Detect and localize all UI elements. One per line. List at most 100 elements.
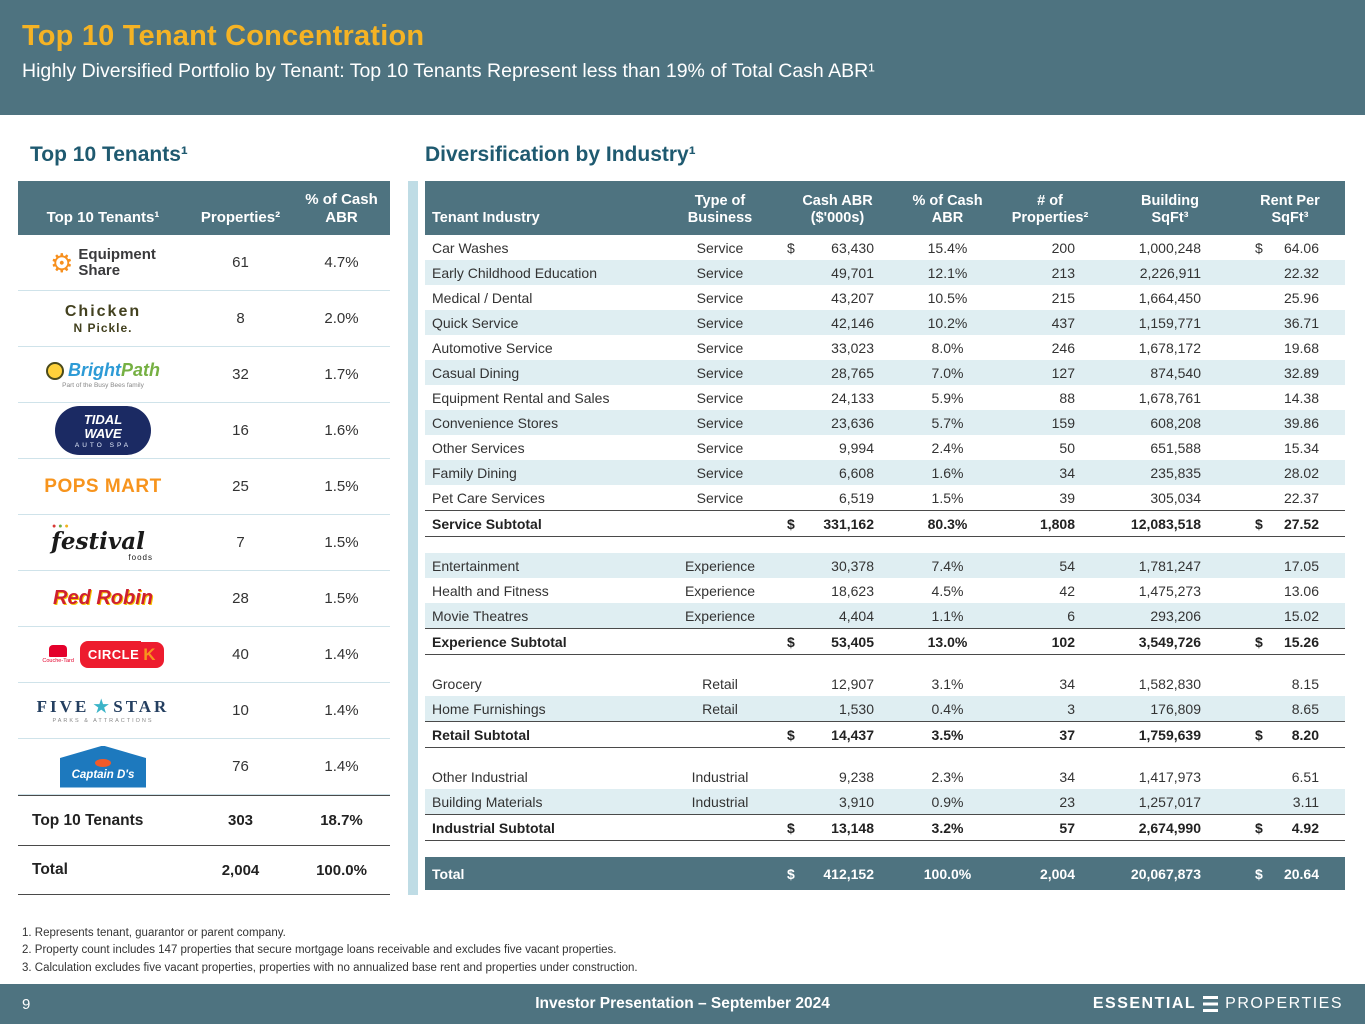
sqft-cell: 3,549,726 [1138, 633, 1201, 650]
cash-abr-cell: 4,404 [838, 607, 874, 624]
tenant-properties-value: 8 [236, 310, 245, 327]
table-row: Pet Care Services Service 6,519 1.5% 39 305,0… [425, 485, 1345, 510]
tenant-logo-cell: Red Robin [18, 571, 188, 626]
summary-properties: 2,004 [221, 861, 260, 879]
pct-abr-cell: 1.6% [931, 464, 964, 481]
pct-abr-cell: 100.0% [923, 865, 972, 882]
cash-abr-cell: 18,623 [831, 582, 874, 599]
tenant-logo-cell: Couche-Tard CIRCLE K [18, 627, 188, 682]
industry-cell: Movie Theatres [432, 607, 529, 624]
properties-cell: 6 [1067, 607, 1075, 624]
sqft-cell: 1,678,761 [1138, 389, 1201, 406]
pct-abr-cell: 13.0% [927, 633, 968, 650]
brand-name-properties: PROPERTIES [1225, 995, 1343, 1012]
column-header: Properties² [200, 209, 281, 226]
top-tenants-table-body: ⚙ Equipment Share 61 4.7% Chicken N Pickle. 8 2.… [18, 235, 390, 895]
type-cell: Retail [702, 675, 738, 692]
pct-abr-cell: 8.0% [931, 339, 964, 356]
cash-abr-cell: $331,162 [787, 515, 874, 532]
table-row: Early Childhood Education Service 49,701 12… [425, 260, 1345, 285]
properties-cell: 34 [1059, 464, 1075, 481]
rent-cell: 14.38 [1283, 389, 1319, 406]
tenant-logo-cell: ⚙ Equipment Share [18, 235, 188, 290]
top-tenants-section: Top 10 Tenants¹ Top 10 Tenants¹ Propertie… [18, 143, 390, 895]
type-cell: Experience [684, 557, 756, 574]
cash-abr-cell: 28,765 [831, 364, 874, 381]
column-header: Tenant Industry [432, 210, 540, 227]
pct-abr-cell: 2.4% [931, 439, 964, 456]
table-row: Bright Path Part of the Busy Bees family 32… [18, 347, 390, 403]
subtotal-row: Experience Subtotal $53,405 13.0% 102 3,549,… [425, 628, 1345, 655]
table-row: Couche-Tard CIRCLE K 40 1.4% [18, 627, 390, 683]
summary-label: Total [32, 861, 68, 878]
industry-cell: Retail Subtotal [432, 726, 531, 743]
type-cell: Service [696, 264, 744, 281]
table-row: Red Robin 28 1.5% [18, 571, 390, 627]
industry-cell: Quick Service [432, 314, 519, 331]
cash-abr-cell: 23,636 [831, 414, 874, 431]
summary-abr: 100.0% [316, 861, 367, 879]
industry-table-body: Car Washes Service $63,430 15.4% 200 1,000,24… [425, 235, 1345, 890]
sqft-cell: 1,678,172 [1138, 339, 1201, 356]
subtotal-row: Service Subtotal $331,162 80.3% 1,808 12,083… [425, 510, 1345, 537]
table-row: ⚙ Equipment Share 61 4.7% [18, 235, 390, 291]
industry-cell: Automotive Service [432, 339, 553, 356]
industry-table: Tenant Industry Type of Business Cash ABR ($… [425, 181, 1345, 890]
red-robin-logo: Red Robin [53, 587, 153, 609]
type-cell: Service [696, 314, 744, 331]
summary-row: Top 10 Tenants 303 18.7% [18, 795, 390, 845]
tenant-logo-cell: Captain D's [18, 739, 188, 794]
properties-cell: 54 [1059, 557, 1075, 574]
cash-abr-cell: $13,148 [787, 819, 874, 836]
rent-cell: $8.20 [1255, 726, 1319, 743]
table-row: Convenience Stores Service 23,636 5.7% 159 60… [425, 410, 1345, 435]
industry-cell: Convenience Stores [432, 414, 559, 431]
table-row: Family Dining Service 6,608 1.6% 34 235,835 28… [425, 460, 1345, 485]
table-row: Other Industrial Industrial 9,238 2.3% 34 1,4… [425, 764, 1345, 789]
properties-cell: 37 [1059, 726, 1075, 743]
industry-cell: Entertainment [432, 557, 520, 574]
cash-abr-cell: 49,701 [831, 264, 874, 281]
row-gap [425, 841, 1345, 857]
tenant-properties-value: 7 [236, 534, 245, 551]
sqft-cell: 235,835 [1150, 464, 1201, 481]
table-row: TIDAL WAVE AUTO SPA 16 1.6% [18, 403, 390, 459]
industry-cell: Family Dining [432, 464, 517, 481]
industry-cell: Grocery [432, 675, 482, 692]
sqft-cell: 1,781,247 [1138, 557, 1201, 574]
sqft-cell: 176,809 [1150, 700, 1201, 717]
properties-cell: 42 [1059, 582, 1075, 599]
tenant-logo-cell: Bright Path Part of the Busy Bees family [18, 347, 188, 402]
table-row: Casual Dining Service 28,765 7.0% 127 874,540… [425, 360, 1345, 385]
industry-cell: Building Materials [432, 793, 543, 810]
pct-abr-cell: 0.4% [931, 700, 964, 717]
tenant-abr-value: 1.4% [324, 646, 359, 663]
pct-abr-cell: 12.1% [927, 264, 968, 281]
cash-abr-cell: 43,207 [831, 289, 874, 306]
properties-cell: 2,004 [1039, 865, 1075, 882]
essential-properties-icon [1203, 996, 1219, 1012]
circle-k-logo: Couche-Tard CIRCLE K [42, 641, 164, 668]
tenant-properties-value: 28 [232, 590, 249, 607]
brand-logo: ESSENTIAL PROPERTIES [1085, 995, 1365, 1013]
rent-cell: 8.15 [1291, 675, 1319, 692]
industry-cell: Casual Dining [432, 364, 520, 381]
column-header: Cash ABR ($'000s) [802, 192, 873, 227]
sqft-cell: 1,759,639 [1138, 726, 1201, 743]
summary-properties: 303 [227, 812, 254, 829]
type-cell: Service [696, 289, 744, 306]
cash-abr-cell: $53,405 [787, 633, 874, 650]
rent-cell: 6.51 [1291, 768, 1319, 785]
rent-cell: 36.71 [1283, 314, 1319, 331]
subtotal-row: Industrial Subtotal $13,148 3.2% 57 2,674,99… [425, 814, 1345, 841]
brand-name-essential: ESSENTIAL [1092, 995, 1197, 1012]
cash-abr-cell: $63,430 [787, 239, 874, 256]
sqft-cell: 1,475,273 [1138, 582, 1201, 599]
type-cell: Service [696, 414, 744, 431]
captain-ds-logo: Captain D's [59, 745, 147, 788]
tenant-properties-value: 16 [232, 422, 249, 439]
tenant-abr-value: 2.0% [324, 310, 359, 327]
subtotal-row: Retail Subtotal $14,437 3.5% 37 1,759,639 $8.… [425, 721, 1345, 748]
table-row: Automotive Service Service 33,023 8.0% 246 1,… [425, 335, 1345, 360]
pct-abr-cell: 3.2% [931, 819, 964, 836]
